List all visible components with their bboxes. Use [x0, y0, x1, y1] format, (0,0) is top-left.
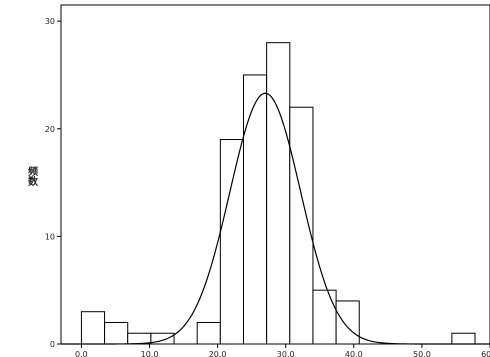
y-tick-label-2: 20 [45, 125, 55, 134]
x-tick-label-4: 40.0 [345, 350, 363, 357]
x-tick-label-2: 20.0 [209, 350, 227, 357]
x-tick-label-0: 0.0 [75, 350, 88, 357]
histogram-bar-6 [243, 74, 268, 345]
x-tick-label-1: 10.0 [141, 350, 159, 357]
histogram-bar-10 [335, 300, 360, 345]
histogram-bar-4 [196, 321, 221, 345]
y-tick-label-0: 0 [50, 340, 55, 349]
x-tick-label-5: 50.0 [413, 350, 431, 357]
plot-frame [60, 4, 490, 345]
y-tick-label-1: 10 [45, 232, 55, 241]
histogram-bar-8 [289, 106, 314, 345]
x-axis-ticks: 0.0 10.0 20.0 30.0 40.0 50.0 60.0 [75, 344, 490, 357]
histogram-bar-5 [219, 139, 244, 345]
y-axis-label: 频数 [26, 165, 38, 187]
histogram-bar-7 [266, 42, 291, 345]
y-axis-ticks: 0 10 20 30 [45, 17, 61, 349]
x-tick-label-6: 60.0 [481, 350, 490, 357]
histogram-bar-9 [312, 289, 337, 345]
y-tick-label-3: 30 [45, 17, 55, 26]
histogram-bars [80, 42, 476, 345]
histogram-bar-11 [451, 332, 476, 345]
histogram-bar-0 [80, 311, 106, 345]
x-tick-label-3: 30.0 [277, 350, 295, 357]
histogram-bar-2 [127, 332, 152, 345]
histogram-bar-1 [104, 321, 129, 345]
